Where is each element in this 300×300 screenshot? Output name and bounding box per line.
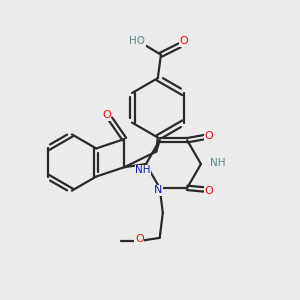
- Text: O: O: [102, 110, 111, 120]
- Text: O: O: [205, 186, 213, 196]
- Text: NH: NH: [135, 165, 151, 175]
- Text: O: O: [179, 36, 188, 46]
- Text: HO: HO: [130, 36, 146, 46]
- Text: O: O: [135, 233, 144, 244]
- Text: NH: NH: [210, 158, 226, 167]
- Text: O: O: [205, 130, 213, 141]
- Text: N: N: [154, 185, 162, 195]
